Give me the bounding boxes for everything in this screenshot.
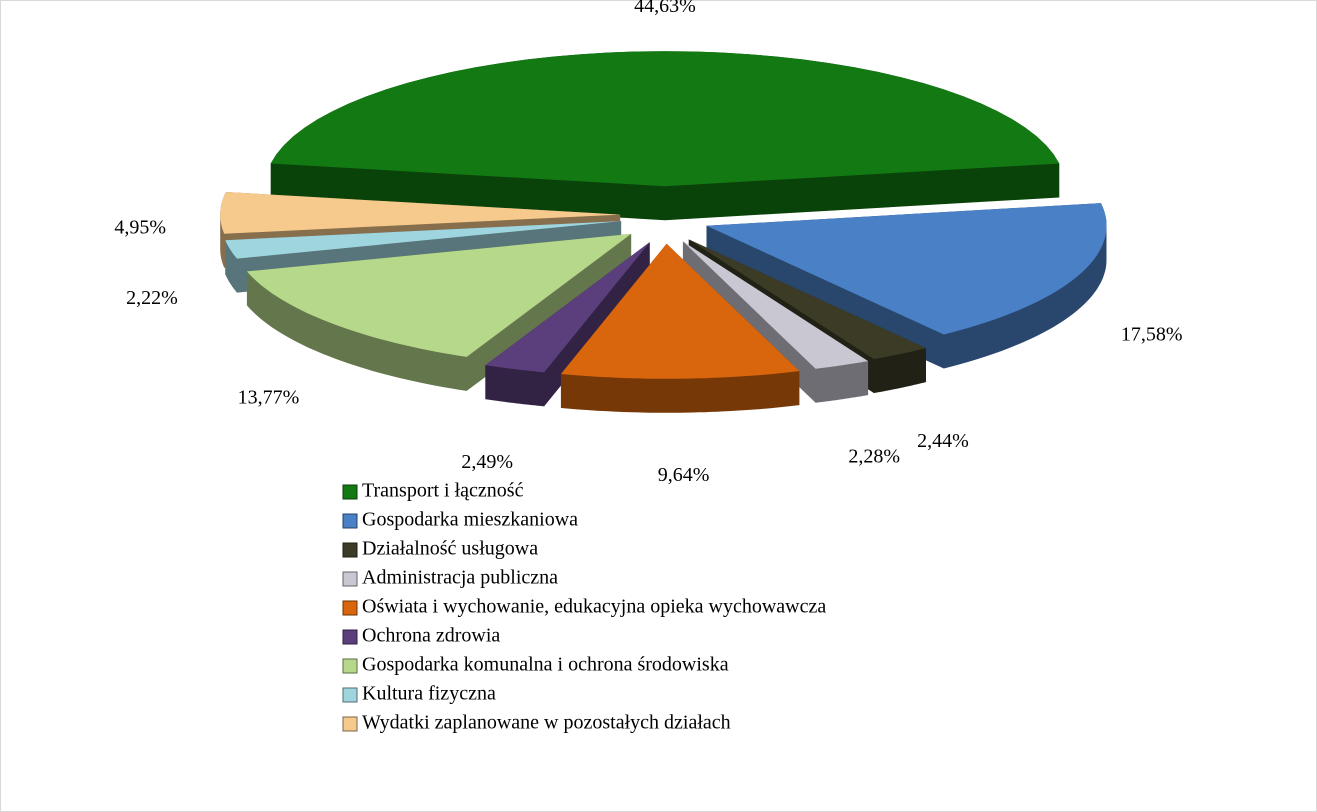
legend-label: Działalność usługowa (362, 538, 538, 560)
slice (225, 221, 622, 259)
slice-side (688, 239, 926, 394)
slice (688, 239, 926, 360)
legend-swatch (342, 687, 358, 703)
data-label: 44,63% (634, 0, 696, 17)
legend-label: Gospodarka mieszkaniowa (362, 509, 578, 531)
legend-swatch (342, 600, 358, 616)
slice (682, 241, 869, 369)
legend-swatch (342, 542, 358, 558)
data-label: 2,49% (461, 451, 513, 473)
slice (270, 51, 1060, 187)
legend-label: Transport i łączność (362, 480, 524, 502)
slice (706, 203, 1107, 335)
slice (246, 233, 632, 357)
legend-swatch (342, 484, 358, 500)
legend-label: Gospodarka komunalna i ochrona środowisk… (362, 654, 729, 676)
data-label: 17,58% (1121, 324, 1183, 346)
data-label: 2,44% (917, 430, 969, 452)
data-label: 9,64% (658, 464, 710, 486)
legend-label: Wydatki zaplanowane w pozostałych działa… (362, 712, 731, 734)
legend-label: Oświata i wychowanie, edukacyjna opieka … (362, 596, 826, 618)
legend-swatch (342, 658, 358, 674)
legend-label: Kultura fizyczna (362, 683, 496, 705)
data-label: 2,22% (126, 287, 178, 309)
legend-label: Ochrona zdrowia (362, 625, 500, 647)
legend-swatch (342, 629, 358, 645)
slice (220, 192, 621, 234)
legend-swatch (342, 571, 358, 587)
legend-swatch (342, 716, 358, 732)
data-label: 2,28% (848, 446, 900, 468)
legend-swatch (342, 513, 358, 529)
data-label: 13,77% (238, 387, 300, 409)
data-label: 4,95% (114, 217, 166, 239)
legend-label: Administracja publiczna (362, 567, 558, 589)
slice (485, 242, 650, 373)
slice (560, 243, 800, 379)
